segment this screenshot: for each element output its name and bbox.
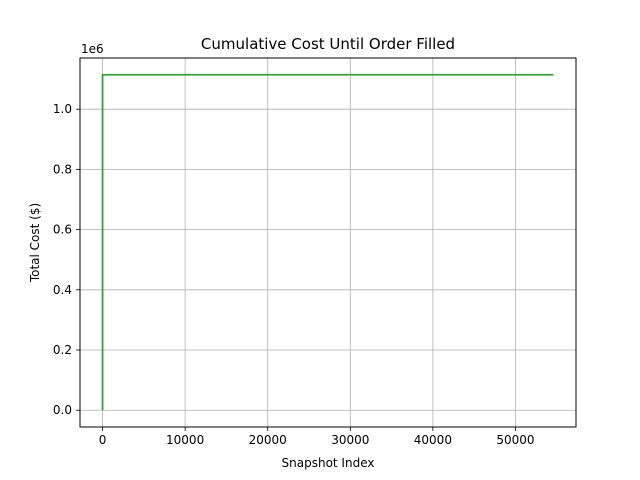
y-tick-label: 0.6 [53, 223, 72, 237]
x-axis: 0 10000 20000 30000 40000 50000 [99, 427, 535, 447]
x-tick-label: 50000 [496, 433, 534, 447]
y-tick-label: 0.8 [53, 162, 72, 176]
y-tick-label: 0.4 [53, 283, 72, 297]
x-tick-label: 0 [99, 433, 107, 447]
x-tick-label: 20000 [249, 433, 287, 447]
grid [80, 58, 576, 427]
x-tick-label: 40000 [414, 433, 452, 447]
series-line [101, 73, 554, 411]
x-tick-label: 30000 [331, 433, 369, 447]
x-axis-label: Snapshot Index [282, 456, 375, 470]
y-offset-label: 1e6 [81, 42, 104, 56]
chart-title: Cumulative Cost Until Order Filled [201, 35, 455, 53]
plot-frame [79, 57, 577, 428]
y-tick-label: 0.0 [53, 403, 72, 417]
y-axis-label: Total Cost ($) [28, 203, 42, 283]
y-tick-label: 0.2 [53, 343, 72, 357]
y-tick-label: 1.0 [53, 102, 72, 116]
x-tick-label: 10000 [166, 433, 204, 447]
y-axis: 0.0 0.2 0.4 0.6 0.8 1.0 [53, 102, 80, 417]
series-layer [101, 73, 554, 411]
